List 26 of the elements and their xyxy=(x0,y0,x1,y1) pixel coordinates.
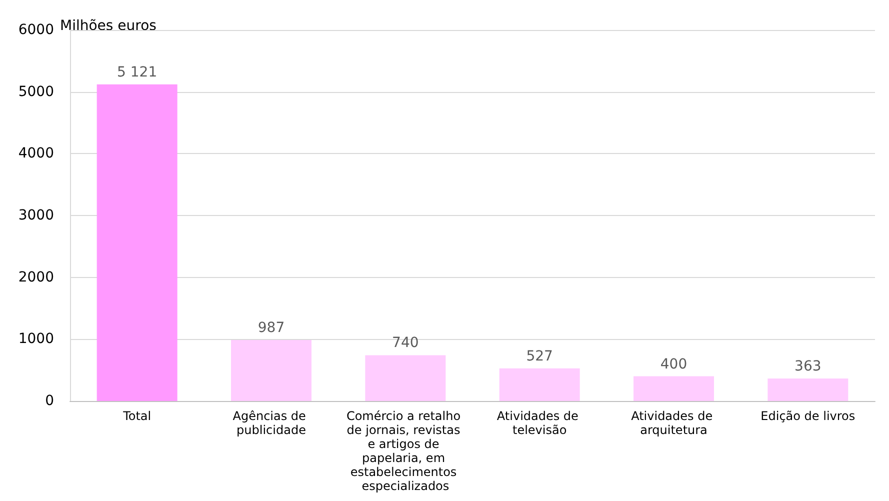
data-label: 987 xyxy=(258,320,285,336)
bar xyxy=(768,378,848,401)
y-tick-label: 4000 xyxy=(18,146,54,162)
x-tick-label: Atividades de arquitetura xyxy=(631,409,716,437)
x-tick-label: Edição de livros xyxy=(760,409,856,423)
y-tick-label: 6000 xyxy=(18,22,54,38)
data-label: 363 xyxy=(794,358,822,375)
bar xyxy=(365,355,446,401)
y-tick-label: 1000 xyxy=(18,331,54,348)
bar xyxy=(231,340,312,401)
y-tick-label: 3000 xyxy=(18,208,54,224)
data-label: 400 xyxy=(660,356,688,372)
data-label: 527 xyxy=(526,348,553,364)
y-tick-label: 0 xyxy=(45,393,54,409)
y-tick-label: 5000 xyxy=(18,84,54,100)
y-tick-label: 2000 xyxy=(18,269,54,286)
bar xyxy=(96,84,178,401)
bar xyxy=(634,376,714,401)
bar xyxy=(499,368,580,401)
x-tick-label: Atividades de televisão xyxy=(496,409,582,437)
x-tick-label: Total xyxy=(122,409,152,423)
data-label: 5 121 xyxy=(117,64,158,80)
data-label: 740 xyxy=(392,335,419,352)
x-tick-label: Comércio a retalho de jornais, revistas e artigos de papelaria, em estabelecimentos especializados xyxy=(346,409,464,493)
y-axis-title: Milhões euros xyxy=(60,18,156,34)
x-tick-label: Agências de publicidade xyxy=(232,409,310,437)
